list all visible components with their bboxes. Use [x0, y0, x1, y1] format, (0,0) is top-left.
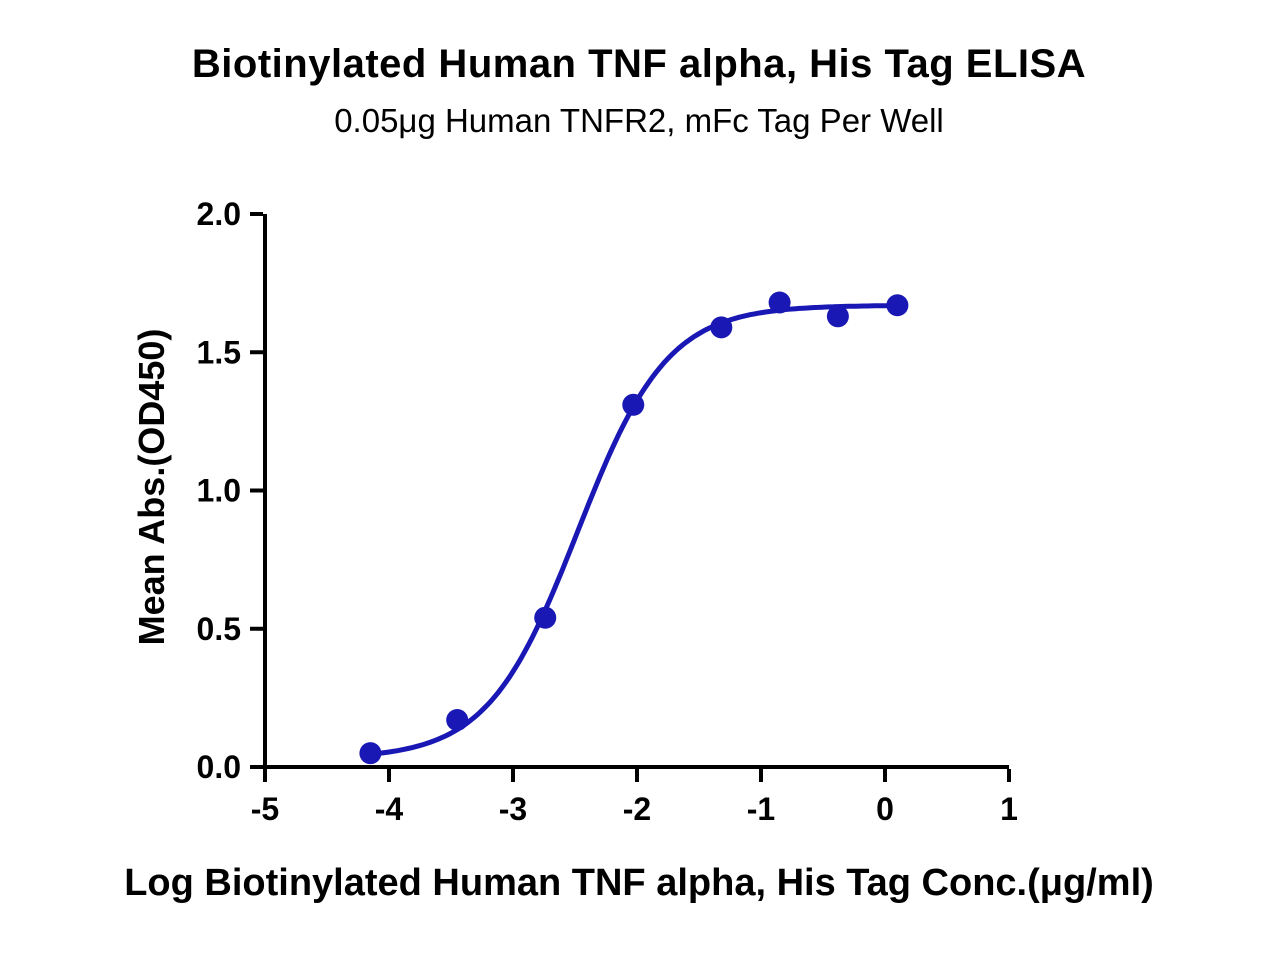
chart-title: Biotinylated Human TNF alpha, His Tag EL… [191, 42, 1087, 86]
data-point [359, 742, 382, 765]
data-point [622, 393, 645, 416]
x-tick-label: -5 [251, 791, 279, 827]
x-tick-label: 1 [1000, 791, 1018, 827]
y-tick-label: 1.0 [197, 473, 241, 509]
data-point [710, 316, 733, 339]
data-point [768, 291, 791, 314]
data-point [534, 606, 557, 629]
x-axis-title: Log Biotinylated Human TNF alpha, His Ta… [124, 862, 1154, 904]
data-point [826, 305, 849, 328]
x-tick-label: -4 [375, 791, 404, 827]
y-tick-label: 1.5 [197, 334, 241, 370]
x-tick-label: -2 [623, 791, 651, 827]
data-point [886, 294, 909, 317]
y-tick-label: 2.0 [197, 196, 241, 232]
x-tick-label: -3 [499, 791, 527, 827]
x-tick-label: -1 [747, 791, 775, 827]
y-tick-label: 0.0 [197, 749, 241, 785]
x-tick-label: 0 [876, 791, 894, 827]
chart-subtitle: 0.05μg Human TNFR2, mFc Tag Per Well [334, 102, 944, 139]
y-tick-label: 0.5 [197, 611, 241, 647]
data-point [446, 708, 469, 731]
fit-curve [367, 303, 900, 757]
